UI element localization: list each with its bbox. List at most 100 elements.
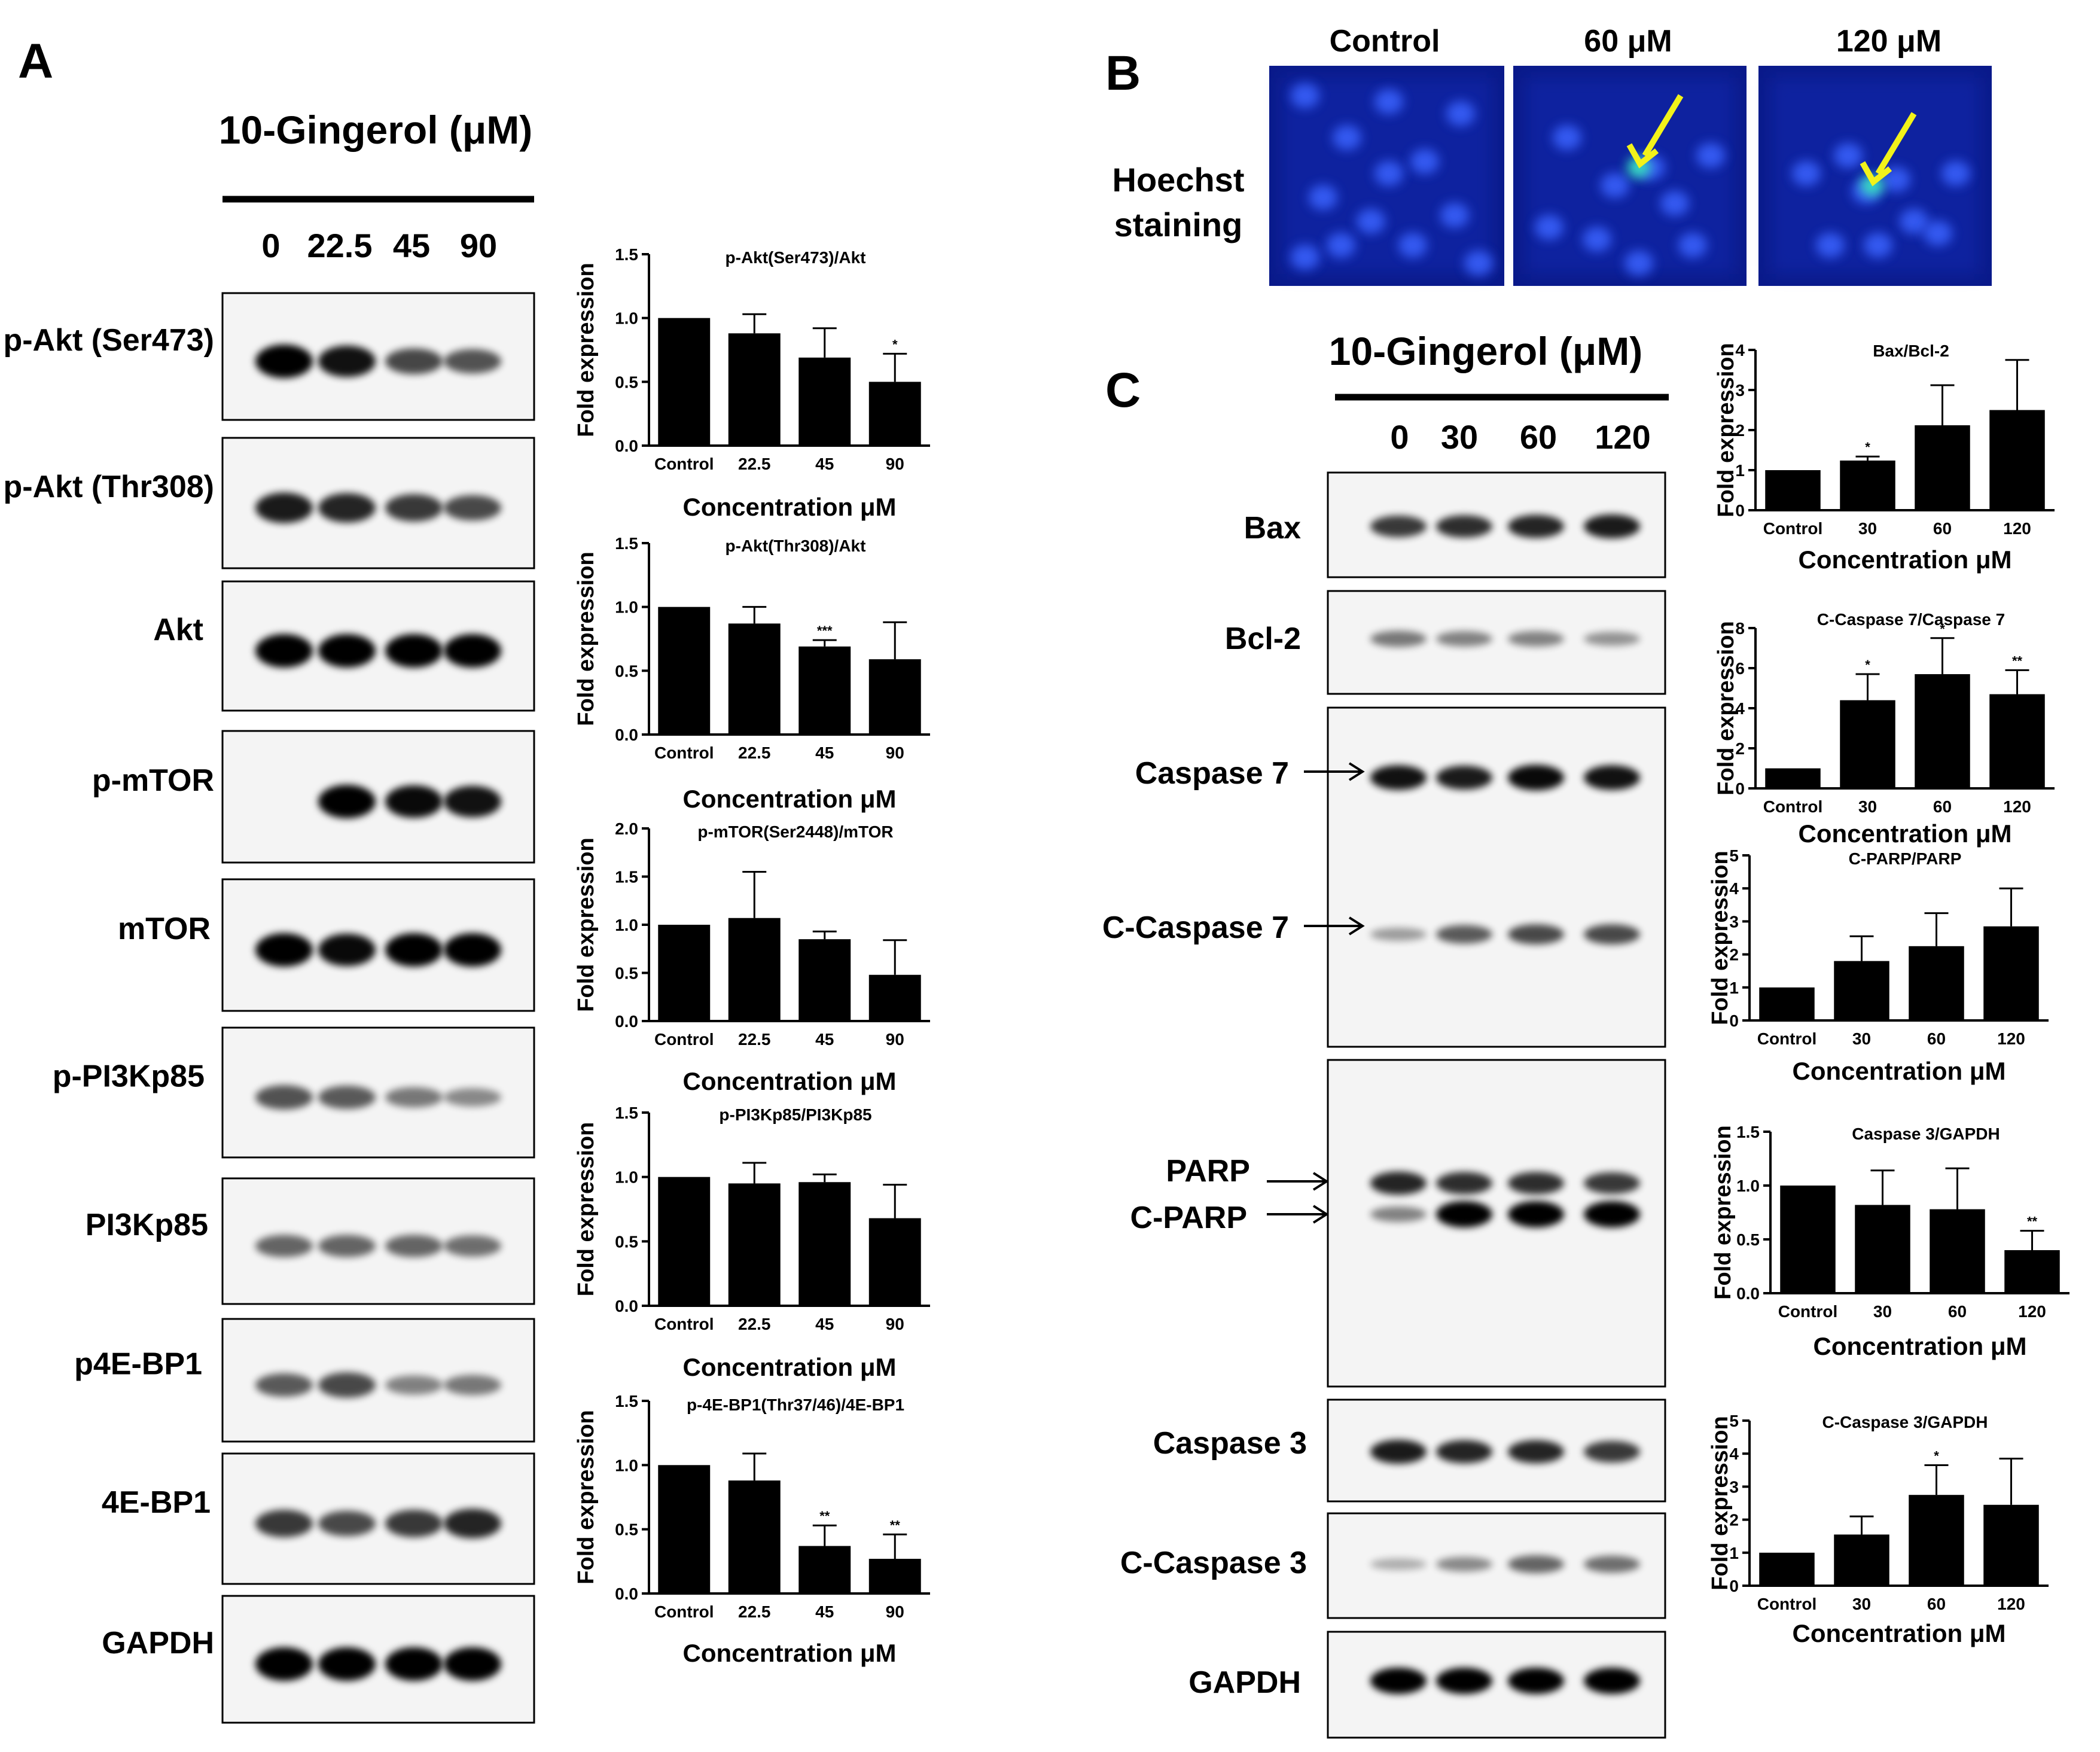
panel-c-blot-1 [1327,590,1666,695]
chart-title: C-Caspase 7/Caspase 7 [1817,610,2005,629]
panel-a-blot-3: p-mTOR [92,730,535,864]
blot-band [255,1085,313,1110]
blot-band [1436,1556,1492,1572]
y-tick-label: 1.0 [615,1168,638,1187]
panel-a-dose-1: 22.5 [307,227,373,264]
y-tick-label: 1.5 [615,1104,638,1122]
blot-band [1508,1555,1564,1573]
blot-band [1508,631,1564,647]
y-tick-label: 0.5 [615,1521,638,1539]
panel-a-blot-1: p-Akt (Thr308) [4,437,535,569]
bar [798,939,851,1021]
x-tick-label: 45 [815,744,834,762]
x-tick-label: Control [1763,797,1823,816]
nucleus [1535,215,1563,240]
blot-band [1584,514,1640,539]
nucleus [1464,251,1493,276]
nucleus [1327,233,1355,258]
bar [798,1546,851,1593]
x-tick-label: 90 [886,744,904,762]
x-tick-label: 45 [815,1030,834,1049]
x-tick-label: 60 [1948,1302,1967,1321]
y-tick-label: 0.5 [615,662,638,680]
bar [1915,674,1970,788]
panel-a-dose-3: 90 [460,227,497,264]
blot-band [385,634,443,668]
bar [1834,1534,1889,1586]
blot-band [1584,1440,1640,1463]
panel-c-treatment-title: 10-Gingerol (μM) [1329,329,1642,373]
nucleus [1601,173,1629,198]
significance-marker: ** [819,1509,830,1524]
bar [1759,1552,1815,1586]
bar [1840,700,1895,788]
y-tick-label: 1 [1735,461,1745,480]
panel-a-blots: p-Akt (Ser473) p-Akt (Thr308) Akt p-mTOR mTO… [3,292,535,1724]
bar [658,318,711,446]
y-axis-label: Fold expression [574,263,599,437]
y-tick-label: 8 [1735,619,1745,638]
bar [1834,961,1889,1020]
nucleus [1900,209,1928,234]
blot-band [1436,925,1492,944]
y-tick-label: 0.0 [615,726,638,744]
y-tick-label: 1 [1729,979,1739,997]
blot-band [1370,1668,1427,1694]
x-tick-label: 60 [1933,519,1952,538]
nucleus [1333,125,1361,150]
bar [868,1218,921,1306]
blot-band [255,1235,313,1257]
bar [728,333,781,446]
yellow-arrow-icon [1642,94,1684,157]
y-tick-label: 0 [1729,1011,1739,1030]
x-tick-label: Control [654,1315,714,1333]
chart-title: p-Akt(Thr308)/Akt [726,537,866,555]
blot-band [1508,514,1564,538]
panel-c-blot-label-0: Bax [1244,511,1301,546]
bar [1765,470,1821,510]
blot-band [1508,924,1564,944]
blot-band [1436,1440,1492,1464]
nucleus [1309,185,1337,210]
blot-band [318,933,376,967]
blot-band [1436,1668,1492,1694]
significance-marker: * [892,337,898,352]
panel-c-blot-5 [1327,1512,1666,1619]
y-axis-label: Fold expression [1708,1416,1733,1590]
bar [1983,926,2039,1020]
blot-band [1508,1201,1564,1227]
blot-band [385,785,443,818]
blot-band [255,634,313,668]
panel-c-blot-label-2: Caspase 7 [1135,756,1289,791]
y-tick-label: 6 [1735,659,1745,678]
y-axis-label: Fold expression [1714,621,1739,795]
y-tick-label: 1.0 [1736,1177,1760,1195]
panel-c-dose-2: 60 [1520,418,1557,456]
panel-c-blot-label-3: C-Caspase 7 [1102,910,1289,945]
y-tick-label: 1.5 [615,1392,638,1410]
arrow-icon [1304,762,1365,781]
blot-band [1584,1172,1640,1195]
y-tick-label: 0.0 [615,1297,638,1315]
panel-a-blot-label-7: p4E-BP1 [74,1347,202,1382]
blot-band [1370,1206,1427,1222]
y-tick-label: 1 [1729,1544,1739,1562]
blot-band [1584,1668,1640,1694]
blot-band [255,1373,313,1397]
panel-a-blot-8: 4E-BP1 [102,1452,535,1585]
x-tick-label: 22.5 [738,455,771,473]
blot-band [1370,515,1427,538]
panel-c-blot-label-8: GAPDH [1188,1665,1301,1700]
chart-title: p-PI3Kp85/PI3Kp85 [719,1105,871,1124]
yellow-arrowhead-icon [1860,161,1892,187]
x-tick-label: 120 [2018,1302,2046,1321]
chart-title: C-PARP/PARP [1849,849,1962,868]
x-tick-label: 90 [886,455,904,473]
x-axis-label: Concentration μM [1792,1619,2005,1647]
bar [1989,410,2045,510]
nucleus [1924,221,1952,246]
chart-title: p-4E-BP1(Thr37/46)/4E-BP1 [687,1395,904,1414]
